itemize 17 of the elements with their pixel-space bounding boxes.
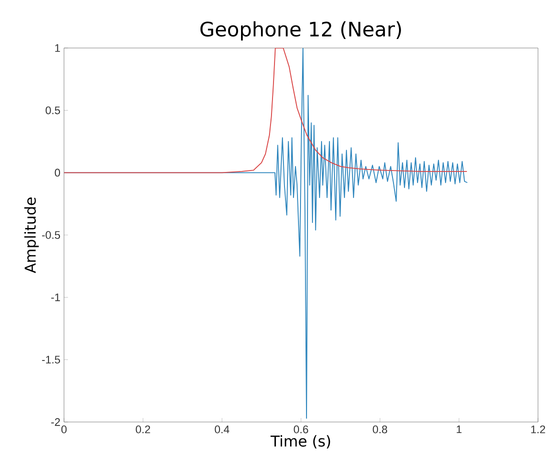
y-tick-label: -1.5: [42, 356, 60, 364]
x-tick-label: 0.6: [294, 426, 308, 434]
x-tick-label: 0.4: [214, 426, 230, 434]
y-tick-label: 1: [55, 44, 60, 52]
x-tick-label: 0: [61, 426, 67, 434]
y-tick-label: -1: [51, 294, 60, 302]
y-tick-label: 0: [54, 168, 60, 177]
y-tick-label: -0.5: [42, 231, 60, 239]
y-tick-label: -2: [51, 418, 60, 426]
y-tick-label: 0.5: [46, 106, 60, 114]
x-tick-label: 0.8: [372, 426, 388, 434]
x-tick-label: 1.2: [531, 426, 546, 434]
y-axis-title: Amplitude: [24, 198, 39, 274]
x-tick-label: 1: [456, 426, 462, 434]
x-tick-label: 0.2: [136, 426, 150, 434]
chart-title: Geophone 12 (Near): [200, 21, 401, 40]
x-axis-title: Time (s): [270, 435, 330, 448]
